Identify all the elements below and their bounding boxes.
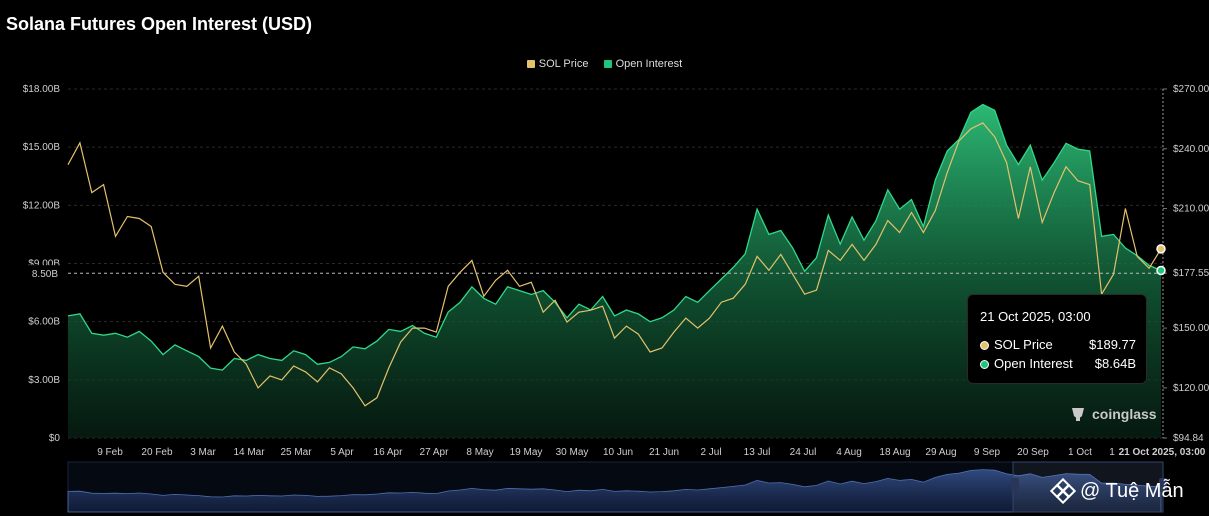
x-tick-label: 24 Jul [790, 447, 817, 458]
author-watermark: @ Tuệ Mẫn [1050, 478, 1184, 504]
tooltip-value-sol-price: $189.77 [1089, 337, 1136, 352]
x-tick-label: 8 May [466, 447, 493, 458]
x-tick-label: 2 Jul [700, 447, 721, 458]
x-tick-label: 27 Apr [420, 447, 450, 458]
coinglass-icon [1072, 408, 1084, 421]
legend-label-sol-price: SOL Price [538, 58, 589, 70]
tooltip-row-open-interest: Open Interest $8.64B [980, 356, 1136, 371]
watermark-text: @ Tuệ Mẫn [1080, 479, 1184, 502]
x-tick-label: 13 Jul [744, 447, 771, 458]
crosshair-left-box [2, 265, 64, 282]
tooltip-row-sol-price: SOL Price $189.77 [980, 337, 1136, 352]
legend-swatch-open-interest [603, 60, 612, 68]
x-tick-label: 16 Apr [374, 447, 404, 458]
x-tick-label: 1 [1109, 447, 1115, 458]
x-tick-label: 20 Feb [141, 447, 173, 458]
crosshair-left-label: 8.50B [32, 269, 58, 280]
tooltip-label-open-interest: Open Interest [994, 356, 1073, 371]
x-tick-label: 25 Mar [280, 447, 312, 458]
y-left-tick-label: $12.00B [23, 200, 61, 211]
y-right-tick-label: $210.00 [1173, 204, 1209, 215]
x-tick-label: 21 Oct 2025, 03:00 [1119, 447, 1206, 458]
series-area-open-interest [68, 104, 1161, 438]
y-left-tick-label: $15.00B [23, 142, 61, 153]
y-left-tick-label: $18.00B [23, 84, 61, 95]
chart-title: Solana Futures Open Interest (USD) [6, 14, 313, 34]
x-tick-label: 18 Aug [879, 447, 910, 458]
tooltip-dot-sol-price [980, 341, 989, 351]
y-right-tick-label: $270.00 [1173, 84, 1209, 95]
tooltip-label-sol-price: SOL Price [994, 337, 1053, 352]
x-tick-label: 14 Mar [233, 447, 265, 458]
y-right-tick-label: $94.84 [1173, 433, 1204, 444]
chart-legend: SOL Price Open Interest [0, 58, 1209, 71]
brand-text: coinglass [1092, 406, 1157, 422]
y-left-tick-label: $3.00B [28, 375, 60, 386]
x-tick-label: 4 Aug [836, 447, 862, 458]
y-left-tick-label: $0 [49, 433, 61, 444]
series-line-sol-price [67, 122, 1162, 407]
x-tick-label: 9 Sep [974, 447, 1001, 458]
legend-swatch-sol-price [526, 60, 535, 68]
y-right-tick-label: $150.00 [1173, 323, 1209, 334]
legend-label-open-interest: Open Interest [615, 58, 683, 70]
navigator-handle [1159, 478, 1167, 492]
legend-item-open-interest[interactable]: Open Interest [603, 58, 683, 70]
x-tick-label: 29 Aug [925, 447, 956, 458]
x-tick-label: 21 Jun [649, 447, 679, 458]
series-line-open-interest [67, 103, 1162, 371]
y-left-tick-label: $6.00B [28, 317, 60, 328]
tooltip-value-open-interest: $8.64B [1094, 356, 1136, 371]
diamond-logo-icon [1050, 478, 1076, 504]
x-tick-label: 5 Apr [330, 447, 354, 458]
legend-item-sol-price[interactable]: SOL Price [526, 58, 589, 70]
navigator-selection [1012, 461, 1164, 513]
marker-sol-price [1156, 244, 1166, 254]
y-right-tick-label: $240.00 [1173, 144, 1209, 155]
x-tick-label: 10 Jun [603, 447, 633, 458]
tooltip-dot-open-interest [980, 360, 989, 370]
x-tick-label: 20 Sep [1017, 447, 1049, 458]
x-tick-label: 9 Feb [97, 447, 123, 458]
navigator-area [67, 469, 1162, 513]
x-tick-label: 19 May [510, 447, 543, 458]
y-right-tick-label: $177.55 [1173, 268, 1209, 279]
data-tooltip: 21 Oct 2025, 03:00 SOL Price $189.77 Ope… [967, 294, 1147, 384]
brand-logo: coinglass [1068, 404, 1157, 424]
navigator-handle [1011, 478, 1019, 492]
y-left-tick-label: $9.00B [28, 259, 60, 270]
y-right-tick-label: $120.00 [1173, 383, 1209, 394]
x-tick-label: 3 Mar [190, 447, 216, 458]
tooltip-title: 21 Oct 2025, 03:00 [980, 309, 1091, 324]
marker-open-interest [1156, 265, 1166, 276]
x-tick-label: 1 Oct [1068, 447, 1092, 458]
x-tick-label: 30 May [556, 447, 589, 458]
